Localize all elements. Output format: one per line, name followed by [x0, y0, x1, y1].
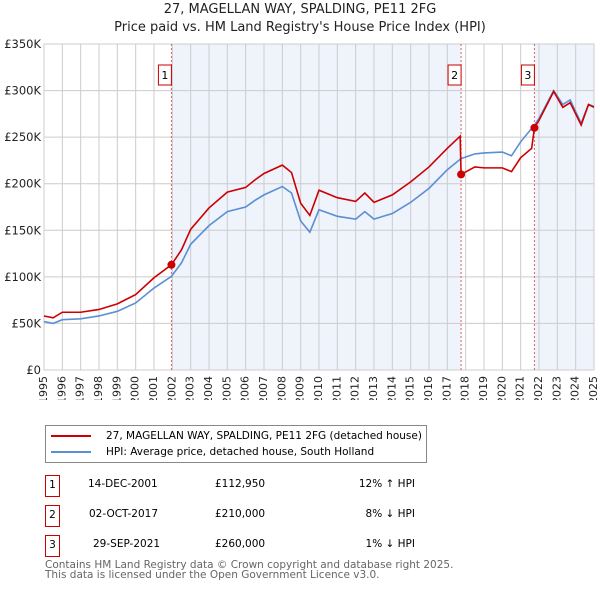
x-tick-label: 2019 [477, 376, 490, 400]
property-line [43, 89, 595, 319]
y-tick-label: £200K [4, 177, 41, 191]
y-tick-label: £100K [4, 270, 41, 284]
x-tick-label: 2000 [129, 376, 142, 400]
x-tick-label: 2010 [312, 376, 325, 400]
x-tick-label: 2014 [385, 376, 398, 400]
sale-price: £112,950 [215, 478, 266, 490]
x-tick-label: 2003 [184, 376, 197, 400]
x-tick-label: 2016 [422, 376, 435, 400]
sale-label: 2 [451, 69, 458, 82]
plot-area: 1995 1996 1997 1998 1999 2000 2001 2002 2003 2004… [4, 37, 600, 400]
sale-price: £210,000 [215, 508, 266, 520]
sale-label: 1 [161, 69, 168, 82]
x-tick-label: 1996 [55, 376, 68, 400]
x-tick-label: 2018 [459, 376, 472, 400]
footer: Contains HM Land Registry data © Crown c… [45, 559, 454, 581]
x-tick-label: 2004 [202, 376, 215, 400]
x-tick-label: 1995 [37, 376, 50, 400]
x-tick-label: 2022 [532, 376, 545, 400]
y-tick-label: £300K [4, 84, 41, 98]
chart-subtitle: Price paid vs. HM Land Registry's House … [114, 20, 486, 35]
legend-swatch-hpi [51, 451, 91, 453]
x-tick-label: 1999 [110, 376, 123, 400]
x-tick-label: 2025 [587, 376, 600, 400]
x-tick-label: 2006 [239, 376, 252, 400]
footer-line-1: Contains HM Land Registry data © Crown c… [45, 559, 454, 571]
footer-line-2: This data is licensed under the Open Gov… [45, 569, 380, 581]
sale-point [167, 260, 176, 269]
x-tick-label: 2008 [275, 376, 288, 400]
x-tick-label: 2013 [367, 376, 380, 400]
sale-row: 1 14-DEC-2001 £112,950 12% ↑ HPI [45, 475, 465, 497]
legend: 27, MAGELLAN WAY, SPALDING, PE11 2FG (de… [45, 425, 427, 463]
sale-date: 29-SEP-2021 [93, 538, 161, 550]
y-tick-label: £350K [4, 37, 41, 51]
sale-point [530, 123, 539, 132]
sale-label: 3 [524, 69, 531, 82]
x-tick-label: 2011 [330, 376, 343, 400]
y-tick-label: £250K [4, 130, 41, 144]
legend-swatch-property [51, 435, 91, 437]
x-tick-label: 1997 [74, 376, 87, 400]
x-tick-label: 2015 [404, 376, 417, 400]
sale-label-box [157, 64, 172, 86]
x-tick-label: 2024 [569, 376, 582, 400]
x-tick-label: 2009 [294, 376, 307, 400]
x-tick-label: 2020 [495, 376, 508, 400]
x-tick-label: 2005 [220, 376, 233, 400]
x-tick-label: 2021 [514, 376, 527, 400]
y-tick-label: £50K [12, 316, 42, 330]
sale-date: 02-OCT-2017 [89, 508, 158, 520]
sale-date: 14-DEC-2001 [88, 478, 158, 490]
shaded-period-3 [534, 44, 594, 370]
sale-marker-box: 3 [45, 535, 60, 557]
sale-price: £260,000 [215, 538, 266, 550]
sale-point [457, 170, 466, 179]
sale-row: 2 02-OCT-2017 £210,000 8% ↓ HPI [45, 505, 465, 527]
y-tick-label: £0 [26, 363, 41, 377]
sale-hpi-diff: 1% ↓ HPI [365, 538, 415, 550]
legend-label-hpi: HPI: Average price, detached house, Sout… [106, 446, 375, 458]
x-tick-label: 2002 [165, 376, 178, 400]
x-tick-label: 2012 [349, 376, 362, 400]
sale-marker-box: 1 [45, 475, 60, 497]
x-tick-label: 2001 [147, 376, 160, 400]
legend-label-property: 27, MAGELLAN WAY, SPALDING, PE11 2FG (de… [106, 430, 422, 442]
sale-marker-box: 2 [45, 505, 60, 527]
x-tick-label: 2007 [257, 376, 270, 400]
x-tick-label: 2023 [550, 376, 563, 400]
sale-label-box [447, 64, 462, 86]
y-tick-label: £150K [4, 223, 41, 237]
sale-label-box [520, 64, 535, 86]
shaded-period-1 [171, 44, 462, 370]
sale-hpi-diff: 12% ↑ HPI [358, 478, 415, 490]
x-tick-label: 1998 [92, 376, 105, 400]
x-tick-label: 2017 [440, 376, 453, 400]
sale-row: 3 29-SEP-2021 £260,000 1% ↓ HPI [45, 535, 465, 557]
plot-border [43, 43, 595, 371]
sale-hpi-diff: 8% ↓ HPI [365, 508, 415, 520]
chart-title: 27, MAGELLAN WAY, SPALDING, PE11 2FG [163, 2, 437, 17]
